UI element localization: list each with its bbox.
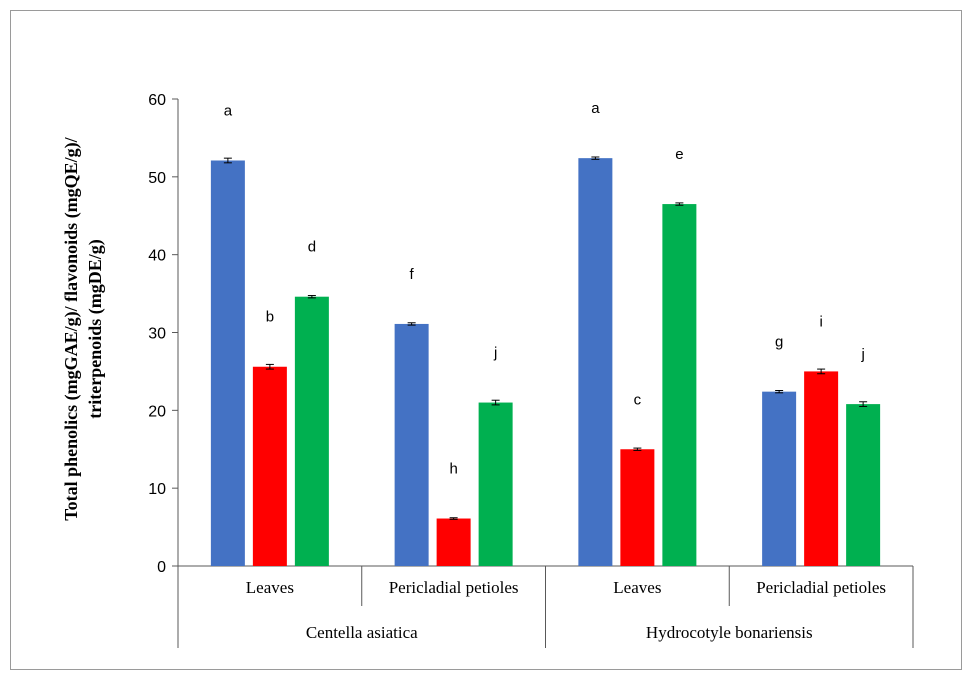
significance-letter: g [775,334,783,351]
bar [846,404,881,566]
chart-frame: Total phenolics (mgGAE/g)/ flavonoids (m… [10,10,962,670]
bar [436,518,471,566]
significance-letter: a [224,102,233,119]
bar-chart: Total phenolics (mgGAE/g)/ flavonoids (m… [61,92,914,648]
significance-letter: a [591,100,600,117]
bar [210,160,245,566]
significance-letter: c [634,391,642,408]
bar [394,323,429,566]
significance-letter: h [449,461,457,478]
bar [294,296,329,566]
group-label: Centella asiatica [306,623,418,642]
category-labels: Leaves Pericladial petioles Centella asiat… [246,578,886,642]
y-tick-label: 0 [157,559,166,576]
category-label: Pericladial petioles [756,578,886,597]
y-tick-label: 30 [148,326,166,343]
y-tick-label: 20 [148,403,166,420]
y-tick-label: 50 [148,170,166,187]
bar [578,158,613,567]
significance-letter: j [493,345,497,362]
bar [762,391,797,566]
group-label: Hydrocotyle bonariensis [646,623,813,642]
bar [620,449,655,566]
bar [804,371,839,566]
y-tick-label: 60 [148,92,166,109]
bar [662,204,697,566]
y-axis-label-line-2: triterpenoids (mgDE/g) [85,239,106,418]
y-tick-label: 10 [148,481,166,498]
bar [478,402,513,566]
significance-letter: b [266,309,274,326]
significance-letter: d [308,239,316,256]
bar [252,366,287,566]
y-tick-label: 40 [148,248,166,265]
category-label: Leaves [246,578,294,597]
category-label: Pericladial petioles [389,578,519,597]
y-axis-label-line-1: Total phenolics (mgGAE/g)/ flavonoids (m… [61,136,82,520]
significance-letter: j [860,346,864,363]
significance-letter: i [819,313,822,330]
y-axis-label: Total phenolics (mgGAE/g)/ flavonoids (m… [61,136,106,520]
significance-letter: e [675,146,683,163]
bars: a b d f h j a c e g i j [210,100,881,567]
significance-letter: f [410,266,415,283]
category-label: Leaves [613,578,661,597]
